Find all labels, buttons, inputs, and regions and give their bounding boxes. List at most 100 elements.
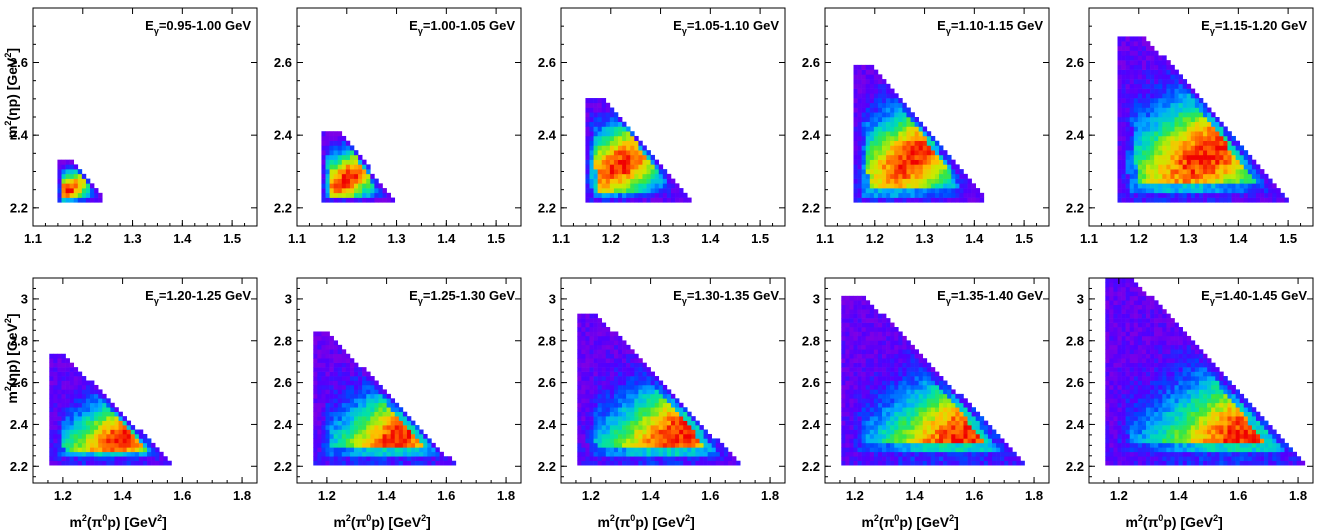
heatmap-cell: [1158, 83, 1163, 89]
heatmap-cell: [910, 402, 915, 408]
heatmap-cell: [1207, 126, 1212, 132]
heatmap-cell: [861, 331, 867, 337]
heatmap-cell: [918, 451, 924, 457]
heatmap-cell: [1215, 140, 1220, 146]
heatmap-cell: [585, 197, 590, 203]
heatmap-cell: [77, 429, 83, 435]
heatmap-cell: [845, 353, 850, 359]
heatmap-cell: [1162, 197, 1167, 203]
heatmap-cell: [1137, 45, 1143, 51]
heatmap-cell: [695, 460, 700, 466]
heatmap-cell: [341, 145, 347, 151]
heatmap-cell: [1158, 126, 1163, 132]
heatmap-cell: [622, 389, 627, 395]
heatmap-cell: [1117, 69, 1122, 75]
heatmap-cell: [853, 442, 858, 448]
heatmap-cell: [926, 389, 932, 395]
heatmap-cell: [329, 407, 334, 412]
heatmap-cell: [869, 64, 875, 70]
heatmap-cell: [1129, 173, 1135, 179]
heatmap-cell: [886, 173, 891, 179]
heatmap-cell: [662, 438, 668, 444]
heatmap-cell: [1162, 126, 1167, 132]
heatmap-cell: [890, 150, 895, 156]
heatmap-cell: [1178, 107, 1183, 113]
heatmap-cell: [601, 367, 607, 372]
heatmap-cell: [1137, 41, 1143, 47]
heatmap-cell: [1158, 64, 1163, 70]
heatmap-cell: [1125, 107, 1131, 113]
heatmap-cell: [341, 367, 347, 372]
heatmap-cell: [691, 429, 696, 435]
heatmap-cell: [634, 362, 639, 368]
heatmap-cell: [1243, 197, 1249, 203]
heatmap-cell: [853, 376, 858, 381]
heatmap-cell: [902, 429, 907, 435]
heatmap-cell: [853, 304, 858, 310]
heatmap-cell: [906, 371, 911, 377]
heatmap-cell: [601, 407, 607, 412]
heatmap-cell: [634, 433, 639, 439]
heatmap-cell: [646, 150, 651, 156]
heatmap-cell: [69, 183, 75, 189]
heatmap-cell: [81, 188, 87, 194]
heatmap-cell: [386, 197, 391, 203]
heatmap-cell: [609, 183, 615, 189]
heatmap-cell: [695, 438, 700, 444]
heatmap-cell: [886, 429, 891, 435]
heatmap-cell: [362, 407, 367, 412]
x-tick-label: 1.3: [1180, 231, 1198, 246]
heatmap-cell: [853, 460, 858, 466]
heatmap-cell: [886, 416, 891, 421]
heatmap-cell: [877, 197, 883, 203]
heatmap-cell: [662, 384, 668, 390]
heatmap-cell: [90, 188, 95, 194]
heatmap-cell: [613, 159, 619, 165]
heatmap-cell: [366, 384, 371, 390]
heatmap-cell: [873, 384, 879, 390]
heatmap-cell: [589, 188, 594, 194]
heatmap-cell: [650, 398, 655, 404]
heatmap-cell: [687, 456, 692, 462]
heatmap-cell: [593, 327, 598, 332]
heatmap-cell: [898, 416, 903, 421]
heatmap-cell: [90, 411, 95, 417]
heatmap-cell: [894, 416, 899, 421]
heatmap-cell: [345, 456, 351, 462]
heatmap-cell: [394, 411, 400, 417]
heatmap-cell: [81, 433, 87, 439]
heatmap-cell: [1146, 145, 1151, 151]
heatmap-cell: [1198, 102, 1204, 108]
heatmap-cell: [658, 173, 664, 179]
heatmap-cell: [918, 362, 924, 368]
heatmap-cell: [877, 98, 883, 104]
heatmap-cell: [626, 358, 631, 363]
heatmap-cell: [869, 107, 875, 113]
heatmap-cell: [402, 456, 408, 462]
heatmap-cell: [337, 460, 343, 466]
heatmap-cell: [589, 420, 594, 426]
heatmap-cell: [845, 340, 850, 346]
heatmap-cell: [585, 121, 590, 127]
heatmap-cell: [967, 188, 972, 194]
heatmap-cell: [57, 411, 62, 417]
heatmap-cell: [922, 456, 928, 462]
heatmap-cell: [918, 398, 924, 404]
heatmap-cell: [947, 197, 952, 203]
heatmap-cell: [142, 438, 148, 444]
y-tick-label: 2.4: [10, 417, 29, 432]
heatmap-cell: [1170, 140, 1175, 146]
heatmap-cell: [853, 131, 858, 137]
heatmap-cell: [593, 188, 598, 194]
heatmap-cell: [1129, 131, 1135, 137]
heatmap-cell: [61, 398, 66, 404]
heatmap-cell: [57, 429, 62, 435]
heatmap-cell: [666, 411, 672, 417]
heatmap-cell: [1223, 173, 1228, 179]
heatmap-cell: [601, 331, 607, 337]
heatmap-cell: [53, 407, 58, 412]
heatmap-cell: [354, 362, 359, 368]
heatmap-cell: [1166, 159, 1171, 165]
heatmap-cell: [926, 447, 932, 453]
heatmap-cell: [857, 416, 862, 421]
